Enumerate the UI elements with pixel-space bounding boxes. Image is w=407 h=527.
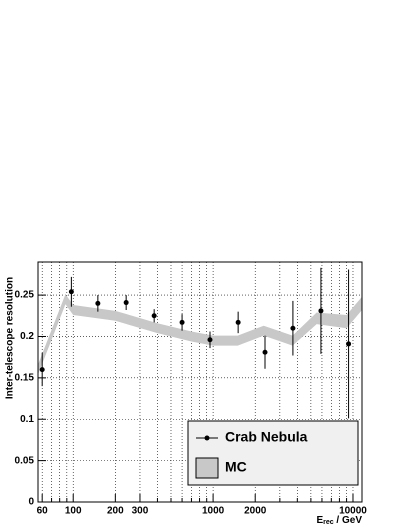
x-label-main: E bbox=[316, 515, 323, 526]
data-point bbox=[207, 337, 213, 343]
legend-label: Crab Nebula bbox=[225, 429, 308, 445]
x-tick-label: 60 bbox=[37, 506, 49, 517]
x-tick-label: 1000 bbox=[202, 506, 225, 517]
x-tick-label: 2000 bbox=[244, 506, 267, 517]
data-point bbox=[95, 300, 101, 306]
x-tick-label: 300 bbox=[132, 506, 149, 517]
data-point bbox=[68, 289, 74, 295]
mc-band bbox=[38, 294, 362, 375]
data-point bbox=[235, 319, 241, 325]
x-label-sub: rec bbox=[323, 519, 334, 526]
legend-label: MC bbox=[225, 459, 247, 475]
data-point bbox=[290, 325, 296, 331]
data-point bbox=[179, 319, 185, 325]
y-tick-label: 0 bbox=[28, 497, 34, 508]
data-point bbox=[346, 341, 352, 347]
y-tick-label: 0.15 bbox=[15, 373, 35, 384]
data-point bbox=[39, 367, 45, 373]
data-point bbox=[262, 349, 268, 355]
y-axis-label: Inter-telescope resolution bbox=[5, 277, 16, 399]
x-axis-label: Erec / GeV bbox=[316, 515, 362, 526]
x-label-unit: / GeV bbox=[334, 515, 363, 526]
x-tick-label: 100 bbox=[65, 506, 82, 517]
data-point bbox=[318, 308, 324, 314]
y-tick-label: 0.2 bbox=[20, 331, 34, 342]
legend-marker bbox=[204, 435, 210, 441]
x-tick-label: 200 bbox=[107, 506, 124, 517]
y-tick-label: 0.1 bbox=[20, 414, 34, 425]
x-tick-label: 10000 bbox=[339, 506, 367, 517]
y-tick-label: 0.25 bbox=[15, 290, 35, 301]
data-point bbox=[123, 300, 129, 306]
legend-swatch bbox=[195, 457, 219, 479]
data-point bbox=[151, 313, 157, 319]
y-tick-label: 0.05 bbox=[15, 455, 35, 466]
